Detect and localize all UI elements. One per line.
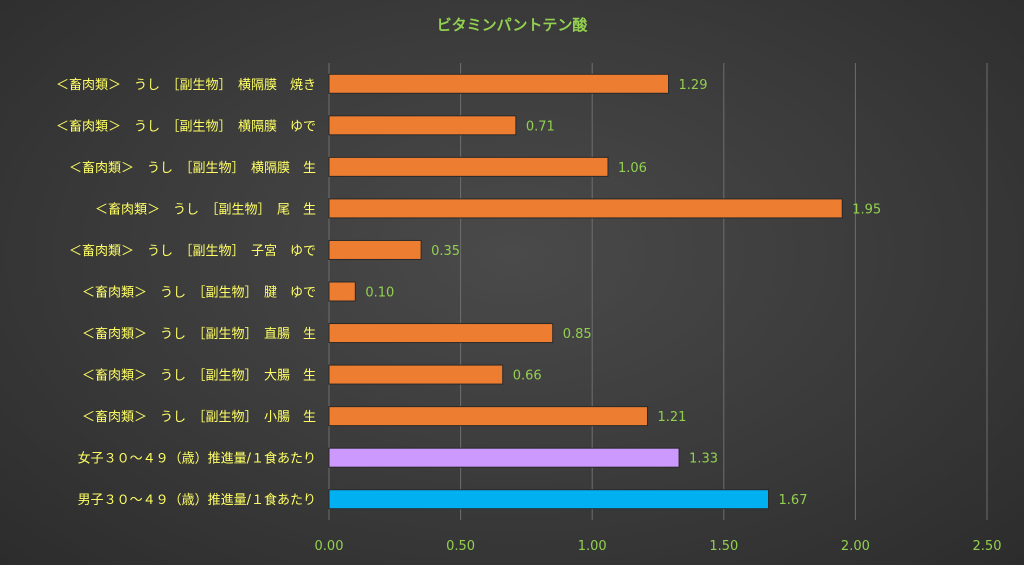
data-label: 0.71	[526, 119, 555, 134]
category-label: ＜畜肉類＞ うし ［副生物］ 尾 生	[95, 201, 316, 217]
gridlines	[328, 63, 988, 520]
x-tick-label: 1.50	[709, 539, 738, 554]
category-label: ＜畜肉類＞ うし ［副生物］ 横隔膜 焼き	[56, 77, 316, 93]
x-axis-ticks: 0.00 0.50 1.00 1.50 2.00 2.50	[315, 539, 1002, 554]
data-labels: 1.29 0.71 1.06 1.95 0.35 0.10 0.85 0.66 1.21 1.33…	[365, 78, 881, 508]
x-tick-label: 2.50	[973, 539, 1002, 554]
chart-title: ビタミンパントテン酸	[437, 16, 589, 34]
data-label: 0.35	[431, 244, 460, 259]
category-label: ＜畜肉類＞ うし ［副生物］ 横隔膜 ゆで	[56, 118, 316, 134]
category-label: ＜畜肉類＞ うし ［副生物］ 腱 ゆで	[82, 285, 316, 301]
category-label: 女子３０～４９（歳）推進量/１食あたり	[78, 451, 316, 467]
bars	[328, 73, 843, 510]
x-tick-label: 0.50	[446, 539, 475, 554]
x-tick-label: 2.00	[841, 539, 870, 554]
category-label: 男子３０～４９（歳）推進量/１食あたり	[78, 492, 316, 508]
category-label: ＜畜肉類＞ うし ［副生物］ 直腸 生	[82, 326, 316, 342]
category-label: ＜畜肉類＞ うし ［副生物］ 小腸 生	[82, 409, 316, 425]
data-label: 1.06	[618, 161, 647, 176]
bar	[328, 239, 422, 260]
data-label: 1.29	[679, 78, 708, 93]
category-label: ＜畜肉類＞ うし ［副生物］ 横隔膜 生	[69, 160, 316, 176]
data-label: 1.33	[689, 452, 718, 467]
bar	[328, 115, 517, 136]
bar	[328, 364, 504, 385]
data-label: 1.67	[779, 493, 808, 508]
bar	[328, 489, 770, 510]
bar	[328, 323, 554, 344]
x-tick-label: 0.00	[315, 539, 344, 554]
data-label: 1.21	[657, 410, 686, 425]
category-labels: ＜畜肉類＞ うし ［副生物］ 横隔膜 焼き ＜畜肉類＞ うし ［副生物］ 横隔膜 …	[56, 77, 316, 508]
data-label: 0.10	[365, 286, 394, 301]
bar	[328, 156, 609, 177]
bar	[328, 73, 670, 94]
category-label: ＜畜肉類＞ うし ［副生物］ 大腸 生	[82, 368, 316, 384]
category-label: ＜畜肉類＞ うし ［副生物］ 子宮 ゆで	[69, 243, 316, 259]
bar	[328, 447, 680, 468]
data-label: 1.95	[852, 202, 881, 217]
bar	[328, 281, 356, 302]
x-tick-label: 1.00	[578, 539, 607, 554]
data-label: 0.85	[563, 327, 592, 342]
bar	[328, 406, 648, 427]
bar	[328, 198, 843, 219]
data-label: 0.66	[513, 369, 542, 384]
